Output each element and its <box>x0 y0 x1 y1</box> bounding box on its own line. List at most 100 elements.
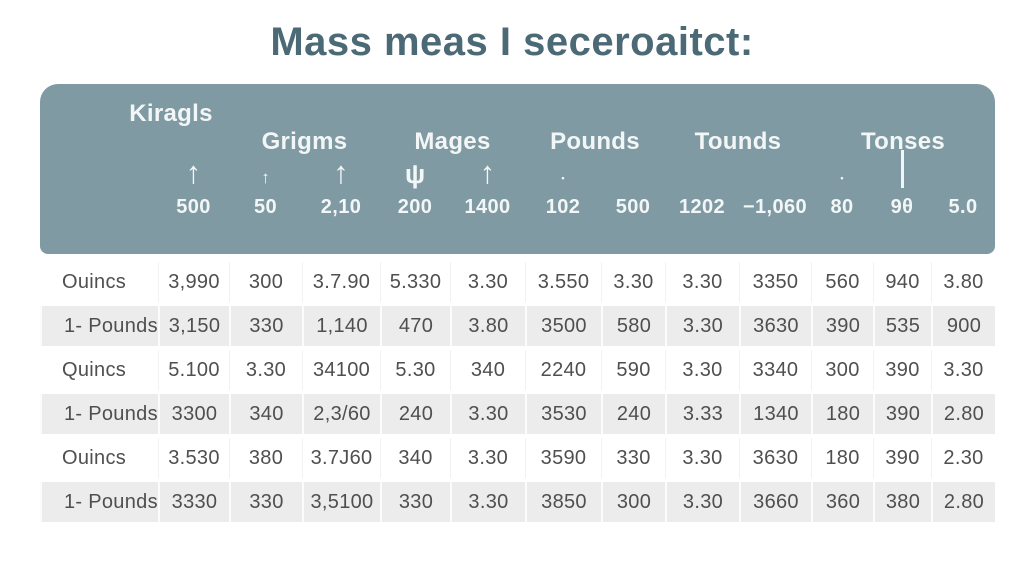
cell-value: 240 <box>601 394 665 434</box>
cell-value: 900 <box>931 306 995 346</box>
cell-value: 5.100 <box>158 350 229 390</box>
header-value: 1400 <box>464 195 511 218</box>
arrow-down-icon: ψ <box>404 159 426 189</box>
cell-value: 2.80 <box>931 482 995 522</box>
cell-value: 340 <box>380 438 450 478</box>
cell-value: 3340 <box>739 350 811 390</box>
cell-value: 1340 <box>739 394 811 434</box>
header-value: 5.0 <box>948 195 978 218</box>
cell-value: 390 <box>873 350 931 390</box>
cell-value: 300 <box>601 482 665 522</box>
cell-value: 470 <box>380 306 450 346</box>
arrow-up-small-icon: ↑ <box>261 168 270 187</box>
cell-value: 3.30 <box>931 350 995 390</box>
row-label: 1- Pounds <box>40 394 158 434</box>
header-value: 102 <box>545 195 581 218</box>
cell-value: 3.80 <box>450 306 525 346</box>
cell-value: 3300 <box>158 394 229 434</box>
cell-value: 300 <box>811 350 873 390</box>
header-value: 1202 <box>678 195 726 218</box>
cell-value: 390 <box>873 394 931 434</box>
cell-value: 5.330 <box>380 262 450 302</box>
table-row: Ouincs 3,990 300 3.7.90 5.330 3.30 3.550 3.30 3.… <box>40 262 995 302</box>
cell-value: 3630 <box>739 438 811 478</box>
header-value: 80 <box>830 195 854 218</box>
cell-value: 380 <box>229 438 302 478</box>
column-group-label: Pounds <box>550 128 640 155</box>
cell-value: 3.30 <box>665 262 739 302</box>
cell-value: 3500 <box>525 306 601 346</box>
arrow-up-icon: ↑ <box>479 155 496 190</box>
cell-value: 330 <box>380 482 450 522</box>
arrow-up-icon: ↑ <box>185 155 202 190</box>
header-band: Kiragls Grigms Mages Pounds Tounds Tonses ↑ ↑ ↑… <box>40 84 995 254</box>
cell-value: 590 <box>601 350 665 390</box>
cell-value: 3.30 <box>450 394 525 434</box>
mass-table-infographic: Mass meas I seceroaitct: Kiragls Grigms Ma… <box>40 20 995 522</box>
cell-value: 560 <box>811 262 873 302</box>
cell-value: 2,3/60 <box>302 394 380 434</box>
page-title: Mass meas I seceroaitct: <box>270 20 754 64</box>
cell-value: 3350 <box>739 262 811 302</box>
cell-value: 2.80 <box>931 394 995 434</box>
cell-value: 3.30 <box>450 262 525 302</box>
cell-value: 3.7J60 <box>302 438 380 478</box>
cell-value: 3,5100 <box>302 482 380 522</box>
cell-value: 300 <box>229 262 302 302</box>
cell-value: 2.30 <box>931 438 995 478</box>
row-label: 1- Pounds <box>40 306 158 346</box>
cell-value: 3.30 <box>450 482 525 522</box>
header-value: 500 <box>176 195 211 218</box>
cell-value: 3530 <box>525 394 601 434</box>
table-row: 1- Pounds 3300 340 2,3/60 240 3.30 3530 240 3.33… <box>40 394 995 434</box>
cell-value: 330 <box>601 438 665 478</box>
cell-value: 340 <box>450 350 525 390</box>
cell-value: 3.80 <box>931 262 995 302</box>
arrow-up-icon: ↑ <box>333 155 349 190</box>
cell-value: 3.30 <box>665 350 739 390</box>
cell-value: 3630 <box>739 306 811 346</box>
cell-value: 360 <box>811 482 873 522</box>
row-label: 1- Pounds <box>40 482 158 522</box>
cell-value: 5.30 <box>380 350 450 390</box>
cell-value: 3.30 <box>450 438 525 478</box>
cell-value: 580 <box>601 306 665 346</box>
cell-value: 3590 <box>525 438 601 478</box>
header-value: 200 <box>397 195 433 218</box>
cell-value: 3.30 <box>665 306 739 346</box>
cell-value: 390 <box>811 306 873 346</box>
cell-value: 3.30 <box>665 438 739 478</box>
cell-value: 3.550 <box>525 262 601 302</box>
row-label: Quincs <box>62 358 127 381</box>
cell-value: 3.30 <box>229 350 302 390</box>
header-values: 500 50 2,10 200 1400 102 500 1202 −1,060 80 9θ 5.0 <box>40 190 995 224</box>
table-row: 1- Pounds 3330 330 3,5100 330 3.30 3850 300 3.30… <box>40 482 995 522</box>
row-label: Ouincs <box>62 270 127 293</box>
table-row: 1- Pounds 3,150 330 1,140 470 3.80 3500 580 3.30… <box>40 306 995 346</box>
cell-value: 330 <box>229 482 302 522</box>
cell-value: 3660 <box>739 482 811 522</box>
cell-value: 3.7.90 <box>302 262 380 302</box>
cell-value: 390 <box>873 438 931 478</box>
header-value: −1,060 <box>742 195 808 218</box>
cell-value: 3850 <box>525 482 601 522</box>
cell-value: 330 <box>229 306 302 346</box>
dot-icon: • <box>840 173 844 183</box>
column-group-label: Tounds <box>694 128 782 155</box>
cell-value: 3330 <box>158 482 229 522</box>
cell-value: 34100 <box>302 350 380 390</box>
header-value: 500 <box>615 195 651 218</box>
cell-value: 180 <box>811 438 873 478</box>
column-group-label: Grigms <box>261 128 348 155</box>
table-row: Ouincs 3.530 380 3.7J60 340 3.30 3590 330 3.30 36… <box>40 438 995 478</box>
cell-value: 180 <box>811 394 873 434</box>
cell-value: 1,140 <box>302 306 380 346</box>
table-body: Ouincs 3,990 300 3.7.90 5.330 3.30 3.550 3.30 3.… <box>40 262 995 522</box>
cell-value: 535 <box>873 306 931 346</box>
dot-icon: • <box>561 173 565 183</box>
cell-value: 3.30 <box>665 482 739 522</box>
header-value: 2,10 <box>320 195 362 218</box>
row-label: Ouincs <box>62 446 127 469</box>
bar-icon <box>900 150 904 188</box>
cell-value: 3,150 <box>158 306 229 346</box>
